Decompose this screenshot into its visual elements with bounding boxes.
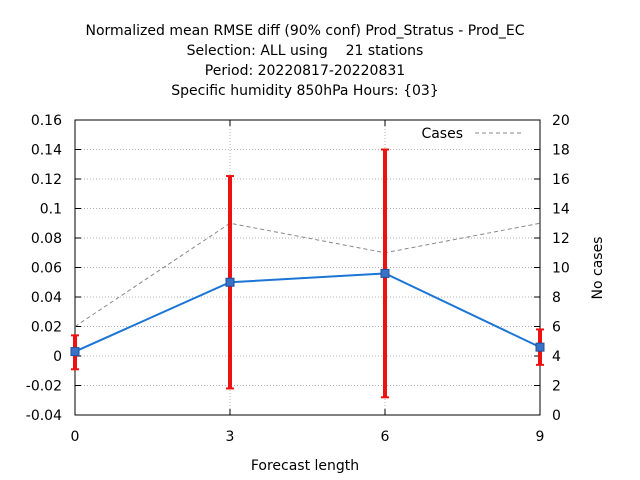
rmse-data-point: [70, 347, 80, 357]
grid: [74, 119, 541, 416]
y2-tick-label: 20: [552, 113, 570, 129]
y2-tick-label: 6: [552, 320, 561, 336]
x-tick-label: 9: [536, 429, 545, 445]
axis-ticks: [74, 119, 541, 416]
title-line-4: Specific humidity 850hPa Hours: {03}: [171, 83, 438, 99]
x-tick-label: 0: [71, 429, 80, 445]
x-axis-label: Forecast length: [251, 458, 359, 474]
y-tick-label: 0.12: [31, 172, 62, 188]
y-tick-label: 0.06: [31, 261, 62, 277]
title-line-2: Selection: ALL using 21 stations: [187, 43, 424, 59]
y-tick-label: 0.04: [31, 290, 62, 306]
y2-tick-label: 12: [552, 231, 570, 247]
y-tick-label: -0.02: [26, 379, 62, 395]
y2-tick-label: 18: [552, 143, 570, 159]
y2-tick-label: 16: [552, 172, 570, 188]
x-tick-label: 6: [381, 429, 390, 445]
y-tick-label: 0.14: [31, 143, 62, 159]
x-tick-labels: 0 3 6 9: [71, 429, 545, 445]
rmse-series-line: [74, 272, 541, 353]
y2-tick-label: 10: [552, 261, 570, 277]
y-tick-labels: -0.04 -0.02 0 0.02 0.04 0.06 0.08 0.1 0.12 0.14 0.…: [26, 113, 62, 424]
x-tick-label: 3: [226, 429, 235, 445]
y2-tick-label: 14: [552, 202, 570, 218]
y-tick-label: 0: [53, 349, 62, 365]
y2-tick-labels: 0 2 4 6 8 10 12 14 16 18 20: [552, 113, 570, 424]
y2-tick-label: 4: [552, 349, 561, 365]
cases-series-line: [74, 222, 541, 327]
y2-axis-label: No cases: [590, 237, 606, 300]
legend: Cases: [421, 126, 522, 142]
y-tick-label: -0.04: [26, 408, 62, 424]
legend-label-cases: Cases: [421, 126, 463, 142]
series-layer: [70, 148, 545, 399]
y2-tick-label: 8: [552, 290, 561, 306]
rmse-data-point: [380, 268, 390, 278]
rmse-data-point: [535, 342, 545, 352]
y-tick-label: 0.1: [40, 202, 62, 218]
y2-tick-label: 0: [552, 408, 561, 424]
y-tick-label: 0.16: [31, 113, 62, 129]
chart-title: Normalized mean RMSE diff (90% conf) Pro…: [86, 23, 525, 99]
title-line-1: Normalized mean RMSE diff (90% conf) Pro…: [86, 23, 525, 39]
title-line-3: Period: 20220817-20220831: [205, 63, 405, 79]
rmse-data-point: [225, 277, 235, 287]
y-tick-label: 0.08: [31, 231, 62, 247]
y-tick-label: 0.02: [31, 320, 62, 336]
y2-tick-label: 2: [552, 379, 561, 395]
